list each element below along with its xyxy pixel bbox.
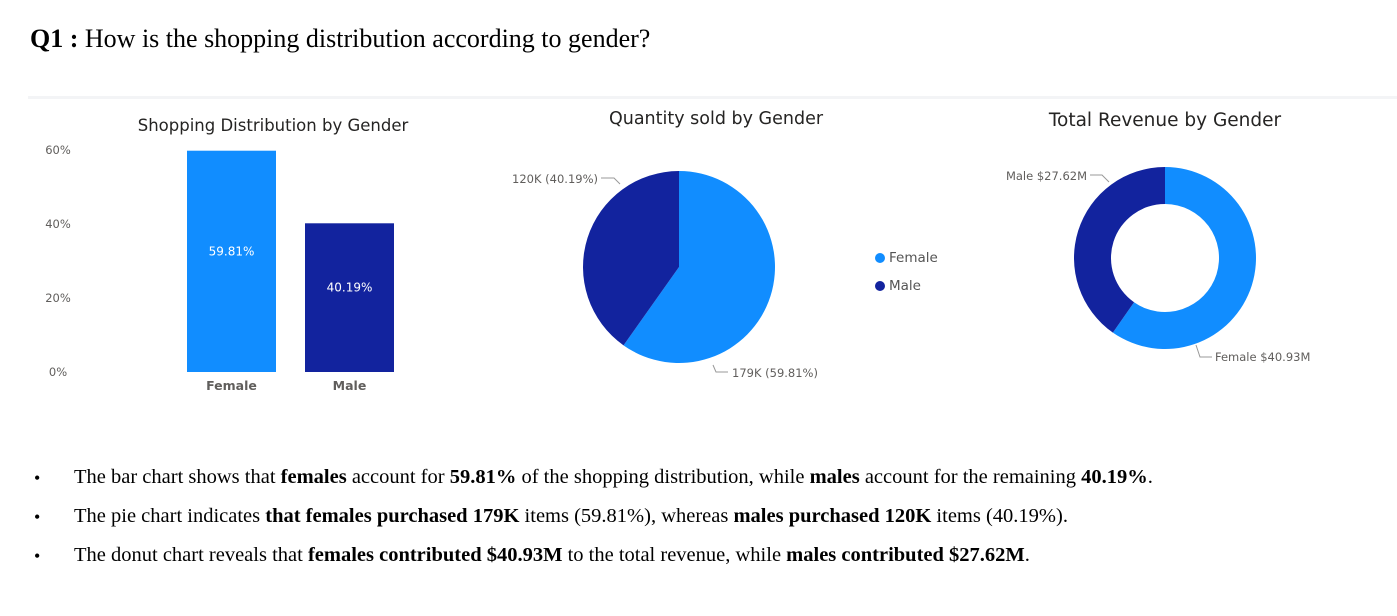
insight-fragment: to the total revenue, while: [562, 544, 787, 566]
leader-line: [1090, 174, 1110, 183]
bar-male: [305, 223, 394, 372]
y-tick-label: 40%: [45, 217, 71, 231]
donut-chart: Total Revenue by Gender Male $27.62M Fema…: [1006, 110, 1310, 364]
bar-female: [187, 150, 276, 372]
slice-data-label: 179K (59.81%): [732, 366, 818, 380]
insight-fragment: account for: [346, 466, 450, 488]
charts-canvas: Shopping Distribution by Gender 0% 20% 40%…: [45, 109, 1310, 393]
emphasis-text: females: [280, 466, 347, 488]
slice-data-label: 120K (40.19%): [512, 172, 598, 186]
emphasis-text: 40.19%: [1081, 466, 1148, 488]
slice-male: [1074, 167, 1165, 333]
legend-item-male: Male: [875, 272, 938, 300]
pie-series: 120K (40.19%) 179K (59.81%): [512, 171, 818, 380]
legend-swatch-female: [875, 253, 885, 263]
emphasis-text: 59.81%: [449, 466, 517, 488]
legend-item-female: Female: [875, 244, 938, 272]
slice-female: [623, 171, 776, 363]
y-tick-label: 20%: [45, 291, 71, 305]
question-text: How is the shopping distribution accordi…: [84, 24, 651, 53]
leader-line: [601, 177, 621, 185]
insight-text: The donut chart reveals that females con…: [74, 544, 1030, 567]
question-separator: :: [63, 24, 85, 53]
bar-data-label: 59.81%: [209, 244, 255, 258]
insight-fragment: The bar chart shows that: [74, 466, 281, 488]
bar-series: 59.81% 40.19%: [187, 150, 394, 372]
insight-fragment: items (40.19%).: [931, 505, 1068, 527]
bar-chart-title: Shopping Distribution by Gender: [138, 116, 409, 135]
dashboard-panel: Shopping Distribution by Gender 0% 20% 40%…: [28, 96, 1397, 429]
bar-y-axis: 0% 20% 40% 60%: [45, 143, 71, 379]
slice-data-label: Male $27.62M: [1006, 169, 1087, 183]
emphasis-text: females contributed $40.93M: [307, 544, 563, 566]
insight-fragment: The donut chart reveals that: [74, 544, 308, 566]
y-tick-label: 0%: [49, 365, 67, 379]
x-tick-label: Female: [206, 378, 257, 393]
emphasis-text: males contributed $27.62M: [786, 544, 1025, 566]
insight-fragment: of the shopping distribution, while: [516, 466, 810, 488]
question-heading: Q1 : How is the shopping distribution ac…: [30, 24, 650, 54]
legend-swatch-male: [875, 281, 885, 291]
bullet-dot: •: [34, 468, 41, 488]
slice-female: [1112, 167, 1256, 349]
emphasis-text: males: [809, 466, 860, 488]
bar-chart: Shopping Distribution by Gender 0% 20% 40%…: [45, 116, 408, 393]
bar-data-label: 40.19%: [327, 281, 373, 295]
question-label: Q1: [30, 24, 64, 53]
bullet-dot: •: [34, 507, 41, 527]
donut-series: Male $27.62M Female $40.93M: [1006, 167, 1310, 364]
insight-text: The pie chart indicates that females pur…: [74, 505, 1068, 528]
insight-fragment: account for the remaining: [859, 466, 1082, 488]
pie-chart: Quantity sold by Gender 120K (40.19%) 179…: [512, 109, 824, 380]
leader-line: [712, 364, 728, 373]
insight-text: The bar chart shows that females account…: [74, 466, 1153, 489]
emphasis-text: that females purchased 179K: [265, 505, 520, 527]
slice-male: [583, 171, 679, 346]
chart-legend: Female Male: [875, 244, 938, 300]
bar-x-axis: Female Male: [206, 378, 366, 393]
insight-list: • The bar chart shows that females accoun…: [34, 466, 1374, 583]
pie-chart-title: Quantity sold by Gender: [609, 109, 824, 129]
y-tick-label: 60%: [45, 143, 71, 157]
insight-fragment: .: [1024, 544, 1030, 566]
insight-fragment: items (59.81%), whereas: [519, 505, 734, 527]
leader-line: [1195, 344, 1212, 358]
donut-chart-title: Total Revenue by Gender: [1048, 110, 1282, 131]
insight-fragment: The pie chart indicates: [74, 505, 266, 527]
insight-fragment: .: [1147, 466, 1153, 488]
insight-donut-chart: • The donut chart reveals that females co…: [34, 544, 1374, 583]
emphasis-text: males purchased 120K: [733, 505, 932, 527]
bullet-dot: •: [34, 546, 41, 566]
insight-pie-chart: • The pie chart indicates that females pu…: [34, 505, 1374, 544]
insight-bar-chart: • The bar chart shows that females accoun…: [34, 466, 1374, 505]
legend-label-male: Male: [889, 278, 921, 294]
legend-label-female: Female: [889, 250, 938, 266]
slice-data-label: Female $40.93M: [1215, 350, 1310, 364]
x-tick-label: Male: [333, 378, 367, 393]
